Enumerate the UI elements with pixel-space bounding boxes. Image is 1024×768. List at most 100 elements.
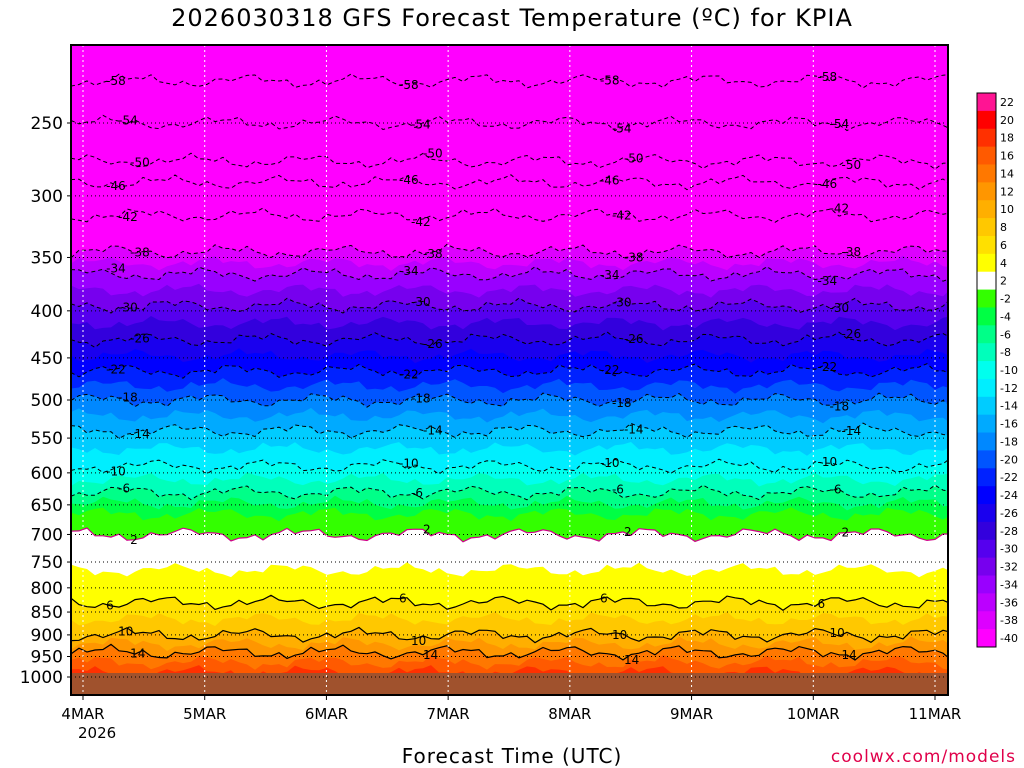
contour-label: 6 [399,592,407,606]
y-tick-label: 300 [31,187,63,207]
colorbar-label: -6 [1000,328,1011,341]
contour-label: -58 [399,78,419,92]
isotherm-line [71,626,948,644]
colorbar-label: 4 [1000,257,1007,270]
contour-label: -18 [411,392,431,406]
contour-label: -54 [411,118,431,132]
contour-label: -10 [818,455,838,469]
colorbar-label: -36 [1000,596,1018,609]
contour-label: -6 [118,481,130,495]
colorbar-label: 20 [1000,114,1014,127]
contour-label: 6 [106,598,114,612]
isotherm-line [71,243,948,259]
colorbar-swatch [977,378,996,398]
isotherm-line [71,422,948,440]
contour-label: -46 [399,173,419,187]
y-tick-label: 900 [31,626,63,646]
contour-label: -38 [842,245,862,259]
isotherm-line [71,73,948,89]
contour-label: -46 [818,177,838,191]
colorbar: 22 20 18 16 14 12 10 8 6 4 2 -2 -4 -6 -8 -10 -12 -14 -16 -1… [976,92,1018,648]
colorbar-label: 14 [1000,167,1014,180]
colorbar-label: -2 [1000,293,1011,306]
grid-lines [71,45,948,695]
colorbar-swatch [977,432,996,451]
colorbar-swatch [977,93,996,112]
source-credit: coolwx.com/models [830,747,1016,767]
isotherm-line [71,207,948,223]
contour-label: -50 [624,151,644,165]
contour-label: 10 [830,626,845,640]
y-tick-label: 350 [31,248,63,268]
temperature-bands [71,226,948,695]
colorbar-label: 22 [1000,96,1014,109]
ground-layer [71,673,948,695]
contour-label: -50 [423,146,443,160]
x-axis-ticks: 4MAR 5MAR 6MAR 7MAR 8MAR 9MAR 10MAR 11MAR 2026 [61,695,961,742]
isotherm-line [71,392,948,408]
colorbar-label: 12 [1000,185,1014,198]
contour-label: -30 [411,295,431,309]
colorbar-swatch [977,504,996,523]
x-tick-year: 2026 [78,724,116,742]
contour-label: -42 [612,209,632,223]
x-tick-label: 4MAR [61,705,104,723]
contour-label: -38 [423,247,443,261]
contour-label: 2 [842,526,850,540]
colorbar-swatch [977,450,996,469]
colorbar-swatch [977,200,996,219]
contour-label: -30 [612,296,632,310]
isotherm-line [71,458,948,475]
colorbar-label: -26 [1000,507,1018,520]
contour-label: -58 [818,70,838,84]
y-tick-label: 950 [31,648,63,668]
contour-label: 6 [818,597,826,611]
contour-label: -18 [830,399,850,413]
colorbar-label: -4 [1000,310,1011,323]
contour-label: -22 [399,367,419,381]
contour-label: 6 [600,592,608,606]
contour-label: -26 [423,337,443,351]
contour-label: -10 [399,457,419,471]
colorbar-swatch [977,271,996,291]
colorbar-label: 18 [1000,132,1014,145]
colorbar-swatch [977,361,996,380]
y-tick-label: 650 [31,496,63,516]
x-tick-label: 5MAR [183,705,226,723]
plot-frame [70,44,949,696]
contour-label: -34 [399,264,419,278]
isotherm-line [71,594,948,612]
x-tick-label: 6MAR [305,705,348,723]
y-tick-label: 250 [31,114,63,134]
colorbar-label: -18 [1000,435,1018,448]
contour-label: 14 [842,648,857,662]
x-tick-label: 10MAR [787,705,840,723]
contour-label: -14 [423,424,443,438]
contour-label: -14 [624,423,644,437]
colorbar-label: -14 [1000,400,1018,413]
colorbar-swatch [977,307,996,326]
contour-label: -42 [411,215,431,229]
contour-label: -34 [818,274,838,288]
contour-label: 14 [624,653,639,667]
y-tick-label: 850 [31,603,63,623]
colorbar-swatch [977,218,996,237]
contour-label: 10 [411,634,426,648]
isotherm-line [71,297,948,314]
colorbar-label: -12 [1000,382,1018,395]
contour-label: -54 [118,114,138,128]
colorbar-label: 2 [1000,275,1007,288]
colorbar-swatch [977,539,996,559]
colorbar-swatch [977,414,996,434]
contour-label: 2 [130,533,138,547]
colorbar-label: -32 [1000,561,1018,574]
isotherm-line [71,152,948,170]
contour-label: -26 [842,327,862,341]
colorbar-swatch [977,629,996,648]
isotherm-line [71,484,948,501]
contour-label: -22 [600,363,620,377]
contour-label: 14 [130,646,145,660]
colorbar-swatch [977,575,996,594]
contour-label: -54 [612,121,632,135]
y-tick-label: 600 [31,464,63,484]
